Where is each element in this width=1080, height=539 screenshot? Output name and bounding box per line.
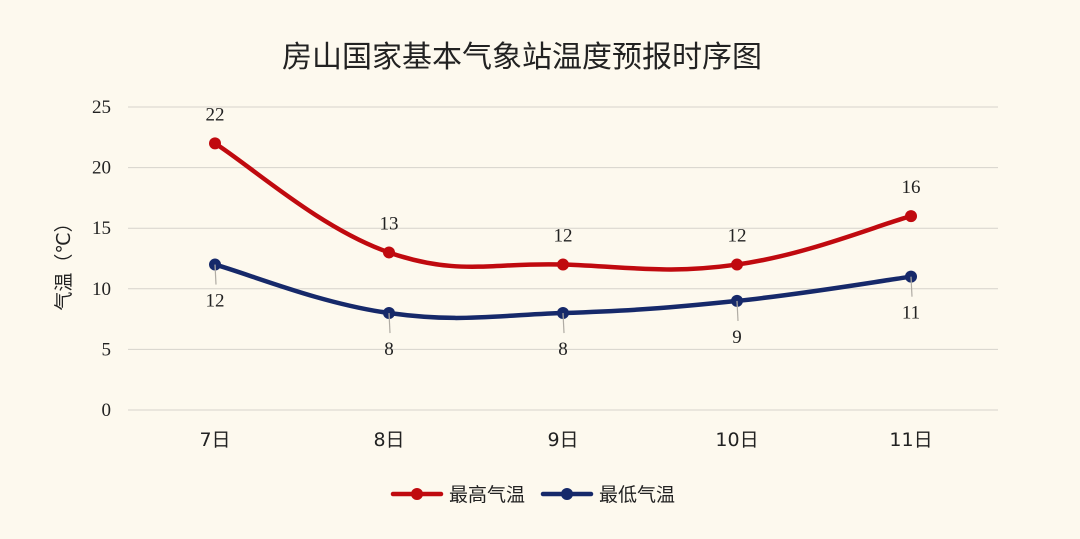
legend-marker [411, 488, 423, 500]
x-tick-label: 8日 [373, 429, 404, 451]
data-point[interactable] [383, 246, 395, 259]
legend-item[interactable]: 最高气温 [390, 484, 525, 506]
data-label: 12 [728, 226, 747, 247]
data-label: 9 [732, 327, 742, 348]
y-tick-label: 10 [92, 279, 111, 300]
x-tick-label: 7日 [199, 429, 230, 451]
y-tick-label: 20 [92, 158, 111, 179]
legend[interactable]: 最高气温 最低气温 [390, 484, 675, 506]
x-tick-label: 9日 [547, 429, 578, 451]
legend-label: 最低气温 [599, 484, 675, 506]
legend-label: 最高气温 [449, 484, 525, 506]
series-line [212, 141, 914, 272]
data-label: 8 [558, 339, 568, 360]
data-point[interactable] [557, 258, 569, 271]
data-label: 11 [902, 303, 920, 324]
y-tick-label: 0 [102, 400, 112, 421]
y-tick-label: 25 [92, 97, 111, 118]
y-axis-label: 气温（℃） [53, 213, 75, 310]
label-leader [562, 313, 565, 334]
data-label: 12 [554, 226, 573, 247]
y-tick-label: 5 [102, 339, 112, 360]
grid-layer: 0 5 10 15 20 25 7日 8日 9日 10日 11日 [92, 97, 998, 451]
legend-item[interactable]: 最低气温 [540, 484, 675, 506]
data-label: 22 [206, 104, 225, 125]
data-point[interactable] [731, 258, 743, 271]
data-label: 12 [206, 291, 225, 312]
label-leader [736, 300, 739, 321]
y-tick-label: 15 [92, 218, 111, 239]
label-leader [214, 264, 217, 285]
data-label: 13 [380, 213, 399, 234]
legend-marker [561, 488, 573, 500]
chart-title: 房山国家基本气象站温度预报时序图 [282, 40, 762, 75]
data-label: 16 [902, 177, 921, 198]
data-label-layer: 22 13 12 12 16 12 8 8 9 11 [206, 104, 921, 360]
x-tick-label: 10日 [715, 429, 758, 451]
data-label: 8 [384, 339, 394, 360]
data-point[interactable] [905, 210, 917, 223]
label-leader [388, 313, 391, 334]
data-point[interactable] [209, 137, 221, 150]
x-tick-label: 11日 [889, 429, 932, 451]
label-leader [910, 276, 913, 297]
